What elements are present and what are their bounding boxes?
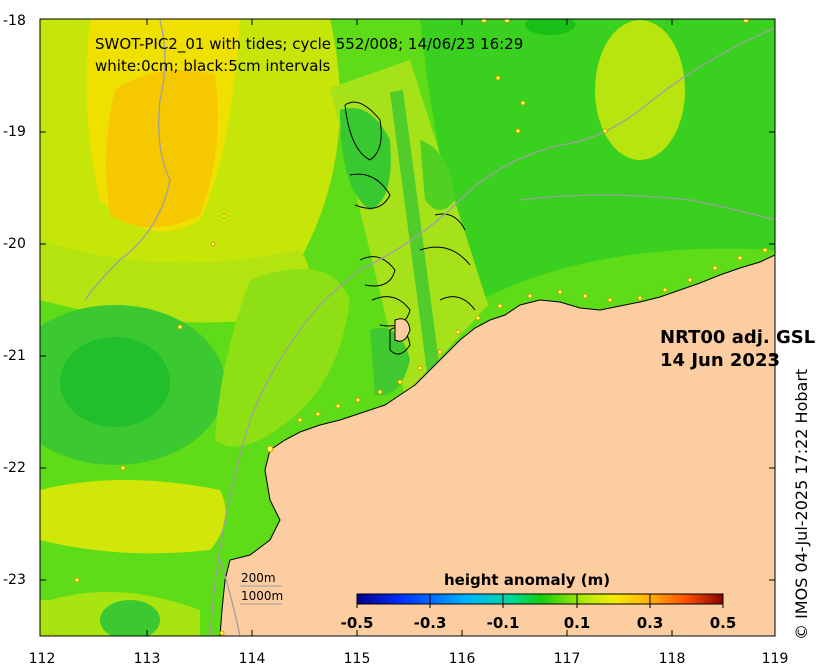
land: [219, 254, 775, 636]
y-tick-label: -19: [3, 124, 26, 140]
x-tick-label: 117: [553, 651, 581, 667]
swot-swath-green-2: [420, 140, 455, 210]
x-tick-label: 113: [133, 651, 161, 667]
barrow-island: [394, 318, 411, 342]
x-tick-label: 119: [761, 651, 789, 667]
swot-nadir-gap: [390, 90, 440, 372]
x-tick-label: 116: [448, 651, 476, 667]
colorbar-tick-label: 0.3: [636, 614, 664, 632]
contour-legend-1000: 1000m: [241, 589, 284, 603]
colorbar-tick-label: -0.5: [340, 614, 374, 632]
colorbar-tick-label: 0.1: [563, 614, 591, 632]
axis-tick-marks: [40, 19, 775, 636]
sla-eddy-west-core: [60, 337, 170, 427]
swot-swath-green-1: [340, 108, 391, 210]
y-tick-label: -21: [3, 348, 26, 364]
colorbar-tick-label: -0.1: [486, 614, 520, 632]
map-title: SWOT-PIC2_01 with tides; cycle 552/008; …: [95, 35, 524, 53]
colorbar-tick-label: -0.3: [413, 614, 447, 632]
sla-south-band: [40, 480, 226, 554]
product-label: NRT00 adj. GSL: [660, 327, 816, 348]
credit-text: © IMOS 04-Jul-2025 17:22 Hobart: [792, 368, 811, 640]
contour-legend-200: 200m: [241, 571, 276, 585]
colorbar-tick-label: 0.5: [709, 614, 737, 632]
sla-hot-spot: [106, 70, 218, 228]
contour-description: white:0cm; black:5cm intervals: [95, 57, 331, 75]
y-tick-label: -20: [3, 236, 26, 252]
y-tick-label: -23: [3, 572, 26, 588]
sla-ne-green: [525, 19, 575, 35]
colorbar-title: height anomaly (m): [444, 571, 611, 589]
sla-yellow-band: [40, 240, 309, 323]
colorbar-ticks: [356, 594, 724, 608]
tide-gauges: [49, 19, 768, 636]
y-tick-label: -22: [3, 460, 26, 476]
x-tick-label: 112: [28, 651, 56, 667]
isobaths: [84, 19, 775, 636]
swot-swath-green-3: [370, 328, 410, 396]
x-tick-label: 115: [343, 651, 371, 667]
plot-frame: [39, 18, 776, 637]
sla-mid-shelf: [215, 268, 350, 447]
sla-northeast: [420, 19, 775, 300]
product-date: 14 Jun 2023: [660, 350, 781, 371]
y-tick-label: -18: [3, 13, 26, 29]
x-tick-label: 114: [238, 651, 266, 667]
sla-eddy-south: [100, 600, 160, 636]
colorbar: [356, 593, 724, 605]
sla-ne-yellow: [595, 20, 685, 160]
x-tick-label: 118: [658, 651, 686, 667]
